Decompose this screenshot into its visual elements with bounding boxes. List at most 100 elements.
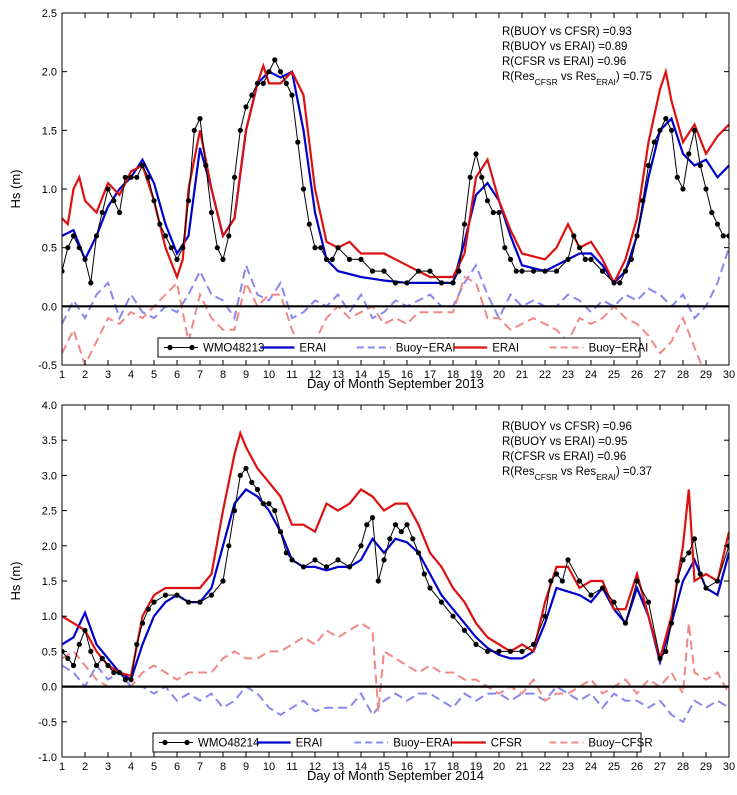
data-point bbox=[553, 571, 560, 577]
data-point bbox=[507, 256, 514, 262]
data-point bbox=[680, 557, 686, 563]
x-tick-label: 22 bbox=[539, 369, 551, 381]
data-point bbox=[214, 245, 220, 251]
data-point bbox=[726, 233, 729, 239]
data-point bbox=[82, 627, 88, 633]
data-point bbox=[686, 151, 692, 157]
data-point bbox=[254, 486, 261, 493]
data-point bbox=[346, 256, 353, 262]
data-point bbox=[220, 256, 226, 262]
data-point bbox=[185, 198, 192, 204]
x-tick-label: 20 bbox=[493, 369, 505, 381]
chart-panel-top: 1 2 3 4 5 6 7 8 9 10 11 12 13 14 15 16 17 18 19 20 21 22 23 24 2… bbox=[8, 8, 735, 391]
legend-box bbox=[152, 732, 642, 753]
data-point bbox=[559, 578, 565, 584]
x-tick-label: 28 bbox=[677, 369, 689, 381]
data-point bbox=[617, 280, 623, 286]
data-point bbox=[364, 522, 370, 528]
y-tick-label: 0.5 bbox=[42, 243, 57, 255]
data-point bbox=[168, 245, 174, 251]
x-tick-label: 26 bbox=[631, 761, 643, 773]
y-tick-label: 0.0 bbox=[42, 682, 57, 694]
legend-box bbox=[157, 337, 641, 358]
data-point bbox=[415, 268, 422, 274]
data-point bbox=[289, 92, 295, 98]
x-tick-label: 10 bbox=[263, 761, 275, 773]
legend-label: WMO48213 bbox=[203, 343, 264, 355]
data-point bbox=[312, 557, 318, 563]
data-point bbox=[237, 127, 243, 133]
data-point bbox=[714, 578, 721, 584]
data-point bbox=[249, 479, 255, 485]
data-point bbox=[381, 557, 387, 563]
x-tick-label: 26 bbox=[631, 369, 643, 381]
data-point bbox=[300, 186, 307, 192]
y-tick-label: 0.5 bbox=[42, 646, 57, 658]
data-point bbox=[197, 116, 203, 122]
data-point bbox=[134, 174, 140, 180]
data-point bbox=[582, 256, 588, 262]
legend-label: Buoy−ERAI bbox=[393, 738, 453, 750]
data-point bbox=[116, 209, 123, 216]
y-tick-label: 2.5 bbox=[42, 506, 57, 518]
data-point bbox=[473, 151, 479, 157]
annotation-text: R(BUOY vs ERAI) =0.89 bbox=[502, 41, 627, 53]
data-point bbox=[116, 669, 123, 676]
annotation-subscript: CFSR bbox=[535, 77, 558, 87]
data-point bbox=[226, 543, 232, 549]
data-point bbox=[404, 280, 410, 286]
data-point bbox=[542, 268, 548, 274]
annotation-text: R(BUOY vs CFSR) =0.96 bbox=[502, 421, 632, 433]
data-point bbox=[622, 268, 629, 274]
data-point bbox=[599, 268, 606, 274]
x-tick-label: 1 bbox=[59, 369, 65, 381]
data-point bbox=[151, 599, 157, 605]
data-point bbox=[335, 557, 341, 563]
data-point bbox=[237, 472, 243, 478]
legend-label: WMO48214 bbox=[198, 738, 260, 750]
data-point bbox=[691, 127, 698, 133]
data-point bbox=[88, 648, 94, 655]
data-point bbox=[139, 162, 146, 169]
x-tick-label: 6 bbox=[174, 761, 180, 773]
data-point bbox=[622, 620, 629, 626]
annotation-text: R(BUOY vs ERAI) =0.95 bbox=[502, 436, 627, 448]
data-point bbox=[174, 256, 180, 262]
x-tick-label: 16 bbox=[401, 761, 413, 773]
x-tick-label: 15 bbox=[378, 761, 390, 773]
data-point bbox=[329, 256, 335, 262]
data-point bbox=[105, 662, 111, 669]
annotation-subscript: ERAI bbox=[596, 77, 616, 87]
chart-panel-bottom: 1 2 3 4 5 6 7 8 9 10 11 12 13 14 15 16 17 18 19 20 21 22 23 24 2… bbox=[8, 400, 735, 783]
data-point bbox=[404, 522, 410, 528]
legend-label: ERAI bbox=[299, 343, 326, 355]
data-point bbox=[530, 268, 537, 274]
data-point bbox=[88, 280, 94, 286]
legend-marker bbox=[189, 344, 195, 351]
data-point bbox=[243, 465, 249, 471]
x-tick-label: 15 bbox=[378, 369, 390, 381]
data-point bbox=[674, 174, 680, 180]
data-point bbox=[674, 578, 680, 584]
data-point bbox=[151, 198, 157, 204]
data-point bbox=[611, 599, 617, 605]
data-point bbox=[461, 627, 468, 633]
data-point bbox=[260, 501, 266, 507]
data-point bbox=[392, 522, 399, 528]
series-group bbox=[62, 429, 729, 724]
data-point bbox=[484, 648, 491, 655]
data-point bbox=[208, 209, 215, 216]
annotation-text: ) =0.37 bbox=[616, 466, 652, 478]
series-line-3 bbox=[62, 429, 729, 678]
data-point bbox=[519, 648, 525, 655]
data-point bbox=[346, 564, 353, 570]
x-tick-label: 11 bbox=[286, 761, 297, 773]
data-point bbox=[134, 641, 140, 648]
data-point bbox=[427, 585, 433, 591]
data-point bbox=[490, 209, 496, 216]
data-point bbox=[720, 233, 726, 239]
data-point bbox=[62, 268, 65, 274]
x-tick-label: 21 bbox=[516, 761, 528, 773]
data-point bbox=[277, 69, 284, 75]
data-point bbox=[289, 557, 295, 563]
